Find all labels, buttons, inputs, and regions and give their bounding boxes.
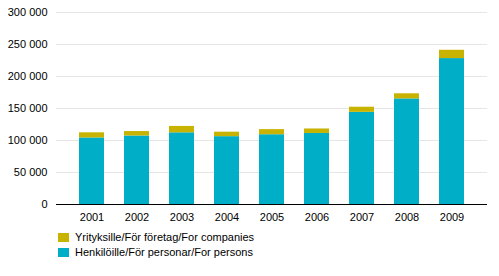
svg-text:2002: 2002 — [125, 211, 149, 223]
svg-text:2001: 2001 — [80, 211, 104, 223]
svg-text:300 000: 300 000 — [8, 6, 48, 18]
svg-text:2004: 2004 — [215, 211, 239, 223]
svg-text:150 000: 150 000 — [8, 102, 48, 114]
svg-text:2005: 2005 — [260, 211, 284, 223]
svg-text:50 000: 50 000 — [14, 166, 48, 178]
svg-text:2009: 2009 — [440, 211, 464, 223]
svg-text:200 000: 200 000 — [8, 70, 48, 82]
svg-text:100 000: 100 000 — [8, 134, 48, 146]
html-text:Yrityksille/För företag/For co: Yrityksille/För företag/For companies — [75, 231, 255, 243]
svg-text:2003: 2003 — [170, 211, 194, 223]
html-text:Henkilöille/För personar/For p: Henkilöille/För personar/For persons — [75, 246, 253, 258]
svg-text:2008: 2008 — [395, 211, 419, 223]
svg-text:2006: 2006 — [305, 211, 329, 223]
svg-text:2007: 2007 — [350, 211, 374, 223]
svg-text:250 000: 250 000 — [8, 38, 48, 50]
svg-text:0: 0 — [41, 198, 47, 210]
